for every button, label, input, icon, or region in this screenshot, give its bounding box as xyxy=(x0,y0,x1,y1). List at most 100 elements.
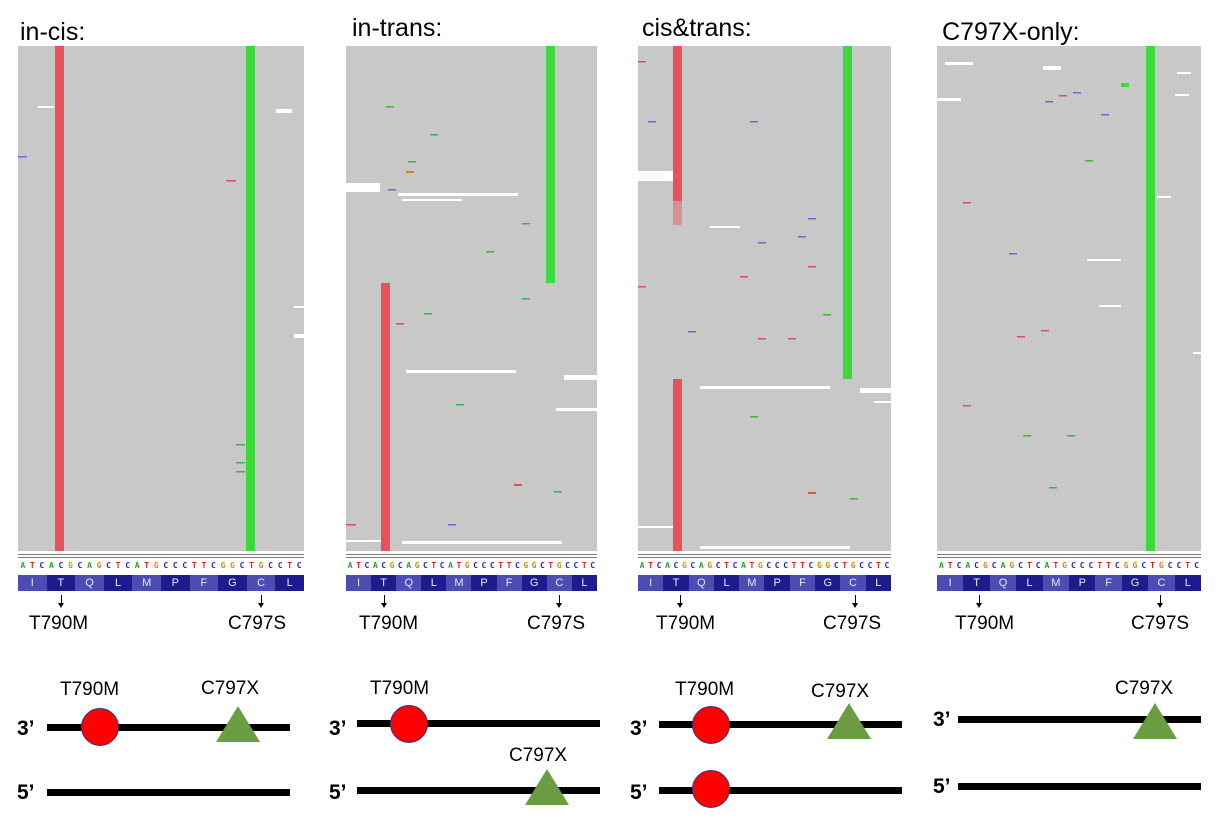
reference-base: C xyxy=(163,561,169,570)
reference-base: C xyxy=(783,561,789,570)
reference-base: T xyxy=(144,561,150,570)
t790m-label: T790M xyxy=(955,613,1015,634)
amino-acid: G xyxy=(1130,577,1140,589)
reference-base: C xyxy=(296,561,302,570)
reference-base: T xyxy=(115,561,121,570)
amino-acid: G xyxy=(823,577,832,589)
amino-acid: C xyxy=(1148,575,1175,591)
t790m-variant-column xyxy=(381,283,390,551)
amino-acid: G xyxy=(228,577,237,589)
reference-base: T xyxy=(201,561,207,570)
amino-acid: T xyxy=(380,577,387,589)
reference-base: G xyxy=(1123,561,1129,570)
strand-3prime xyxy=(958,716,1201,723)
reference-base: C xyxy=(125,561,131,570)
reference-base: C xyxy=(1018,561,1023,570)
reference-base: C xyxy=(1070,561,1076,570)
reference-base: C xyxy=(1176,561,1182,570)
panel-title: in-trans: xyxy=(352,14,443,42)
reference-base: C xyxy=(1035,561,1041,570)
reference-base: C xyxy=(489,561,495,570)
diagram-t790m-label: T790M xyxy=(675,679,735,700)
reference-base: C xyxy=(58,561,64,570)
panel-title: C797X-only: xyxy=(942,18,1080,46)
reference-base: C xyxy=(397,561,403,570)
amino-acid: T xyxy=(973,577,980,589)
reference-base: T xyxy=(648,561,654,570)
amino-acid: P xyxy=(171,577,179,589)
t790m-circle-icon xyxy=(81,708,119,746)
diagram-t790m-label: T790M xyxy=(60,679,120,700)
reference-base: A xyxy=(741,561,746,570)
reference-base: T xyxy=(498,561,504,570)
amino-acid: L xyxy=(875,577,882,589)
reference-base: G xyxy=(681,561,687,570)
c797x-triangle-icon xyxy=(216,706,260,742)
read-pileup xyxy=(937,46,1201,551)
amino-acid: F xyxy=(1095,575,1122,591)
t790m-circle-icon xyxy=(692,706,730,744)
reference-base: G xyxy=(982,561,988,570)
amino-acid: C xyxy=(246,575,276,591)
reference-base: C xyxy=(439,561,445,570)
read-alignment-track xyxy=(937,46,1201,551)
diagram-c797x-label: C797X xyxy=(1115,678,1174,699)
reference-base: G xyxy=(825,561,831,570)
reference-base: A xyxy=(448,561,453,570)
amino-acid: G xyxy=(529,577,539,589)
reference-base: T xyxy=(456,561,462,570)
reference-base: G xyxy=(531,561,537,570)
amino-acid: T xyxy=(57,577,65,589)
reference-base: C xyxy=(732,561,738,570)
reference-base: G xyxy=(707,561,713,570)
strand-3prime-label: 3’ xyxy=(329,717,347,740)
amino-acid: Q xyxy=(989,575,1017,591)
amino-acid: F xyxy=(789,575,816,591)
reference-base: T xyxy=(506,561,512,570)
reference-base: G xyxy=(1158,561,1164,570)
amino-acid: P xyxy=(480,577,488,589)
reference-base: C xyxy=(766,561,772,570)
amino-acid: I xyxy=(18,575,47,591)
reference-base: A xyxy=(134,561,140,570)
c797s-variant-column xyxy=(546,46,555,283)
panel-title: in-cis: xyxy=(20,18,86,46)
reference-base: C xyxy=(106,561,111,570)
strand-5prime xyxy=(659,787,902,794)
c797s-label: C797S xyxy=(823,613,882,634)
t790m-arrow-icon xyxy=(58,595,64,608)
reference-base: C xyxy=(381,561,387,570)
t790m-label: T790M xyxy=(29,613,89,634)
reference-base: C xyxy=(182,561,188,570)
t790m-arrow-icon xyxy=(381,595,387,608)
amino-acid: M xyxy=(446,575,472,591)
c797s-arrow-icon xyxy=(852,595,858,608)
strand-3prime-label: 3’ xyxy=(630,717,648,740)
reference-base: T xyxy=(842,561,848,570)
strand-5prime xyxy=(47,789,290,796)
c797s-variant-column xyxy=(1146,46,1155,551)
reference-base: C xyxy=(481,561,487,570)
reference-base: T xyxy=(431,561,437,570)
amino-acid: L xyxy=(286,577,293,589)
reference-base: T xyxy=(749,561,755,570)
reference-base: T xyxy=(947,561,953,570)
reference-base: C xyxy=(39,561,45,570)
amino-acid: L xyxy=(1184,577,1191,589)
reference-base: C xyxy=(573,561,579,570)
amino-acid: Q xyxy=(688,575,714,591)
amino-acid: L xyxy=(581,577,588,589)
read-alignment-track xyxy=(18,46,304,551)
reference-base: T xyxy=(1097,561,1103,570)
reference-base: C xyxy=(859,561,864,570)
amino-acid: F xyxy=(189,575,219,591)
c797s-arrow-icon xyxy=(1157,595,1163,608)
t790m-label: T790M xyxy=(359,613,419,634)
